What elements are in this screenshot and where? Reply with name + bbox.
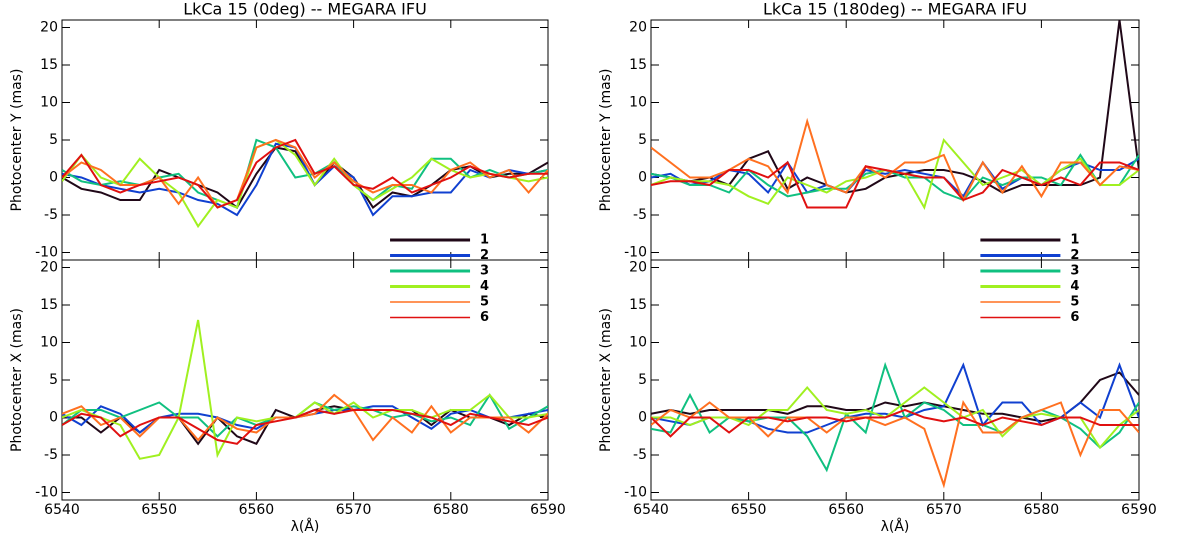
y-tick-label: 5 (638, 372, 647, 388)
y-tick-label: -5 (44, 447, 58, 463)
y-tick-label: 5 (49, 132, 58, 148)
series-line (651, 399, 1139, 489)
chart-title: LkCa 15 (180deg) -- MEGARA IFU (763, 0, 1027, 19)
y-tick-label: 20 (40, 260, 58, 276)
x-tick-label: 6560 (828, 502, 864, 518)
legend-label: 6 (480, 310, 489, 325)
series-line (651, 408, 1139, 438)
x-tick-label: 6570 (926, 502, 962, 518)
y-tick-label: 0 (49, 410, 58, 426)
legend-label: 1 (1070, 233, 1079, 248)
y-tick-label: 20 (629, 20, 647, 36)
panel-frame (650, 19, 1140, 261)
y-tick-label: -5 (633, 207, 647, 223)
series-line (62, 138, 548, 209)
y-tick-label: 10 (40, 335, 58, 351)
y-tick-label: 0 (638, 170, 647, 186)
x-tick-label: 6570 (336, 502, 372, 518)
legend-label: 4 (1070, 279, 1079, 294)
y-axis-label: Photocenter X (mas) (9, 308, 25, 452)
y-tick-label: 15 (629, 57, 647, 73)
y-tick-label: 10 (629, 95, 647, 111)
legend-label: 2 (480, 248, 489, 263)
y-tick-label: 20 (40, 20, 58, 36)
x-tick-label: 6550 (731, 502, 767, 518)
series-line (62, 138, 548, 209)
y-tick-label: 15 (40, 297, 58, 313)
panel-frame (650, 259, 1140, 501)
x-tick-label: 6540 (633, 502, 669, 518)
y-tick-label: -5 (44, 207, 58, 223)
legend-label: 5 (480, 295, 489, 310)
x-tick-label: 6550 (141, 502, 177, 518)
x-tick-label: 6560 (239, 502, 275, 518)
series-line (62, 319, 548, 460)
y-tick-label: 15 (40, 57, 58, 73)
y-tick-label: 20 (629, 260, 647, 276)
x-tick-label: 6540 (44, 502, 80, 518)
series-line (651, 117, 1139, 203)
y-tick-label: 5 (638, 132, 647, 148)
legend-label: 6 (1070, 310, 1079, 325)
panel-frame (61, 19, 549, 261)
y-tick-label: 15 (629, 297, 647, 313)
y-tick-label: 5 (49, 372, 58, 388)
y-tick-label: 0 (49, 170, 58, 186)
y-tick-label: -10 (624, 485, 647, 501)
legend-label: 5 (1070, 295, 1079, 310)
y-axis-label: Photocenter X (mas) (598, 308, 614, 452)
x-axis-label: λ(Å) (881, 518, 910, 535)
chart-title: LkCa 15 (0deg) -- MEGARA IFU (183, 0, 427, 19)
x-tick-label: 6590 (1121, 502, 1157, 518)
legend-label: 2 (1070, 248, 1079, 263)
y-tick-label: -10 (624, 245, 647, 261)
x-tick-label: 6580 (1024, 502, 1060, 518)
panel-frame (61, 259, 549, 501)
y-tick-label: 10 (40, 95, 58, 111)
y-tick-label: 0 (638, 410, 647, 426)
series-line (651, 385, 1139, 450)
series-line (651, 153, 1139, 202)
y-axis-label: Photocenter Y (mas) (598, 69, 614, 212)
series-line (651, 160, 1139, 209)
series-line (62, 408, 548, 445)
legend-label: 1 (480, 233, 489, 248)
x-axis-label: λ(Å) (291, 518, 320, 535)
y-tick-label: -10 (35, 485, 58, 501)
legend-label: 3 (1070, 264, 1079, 279)
y-tick-label: -10 (35, 245, 58, 261)
y-axis-label: Photocenter Y (mas) (9, 69, 25, 212)
series-line (62, 142, 548, 217)
series-line (62, 393, 548, 442)
legend-label: 4 (480, 279, 489, 294)
x-tick-label: 6590 (530, 502, 566, 518)
y-tick-label: 10 (629, 335, 647, 351)
legend-label: 3 (480, 264, 489, 279)
x-tick-label: 6580 (433, 502, 469, 518)
y-tick-label: -5 (633, 447, 647, 463)
series-line (62, 138, 548, 229)
series-line (62, 138, 548, 209)
series-line (651, 20, 1139, 194)
